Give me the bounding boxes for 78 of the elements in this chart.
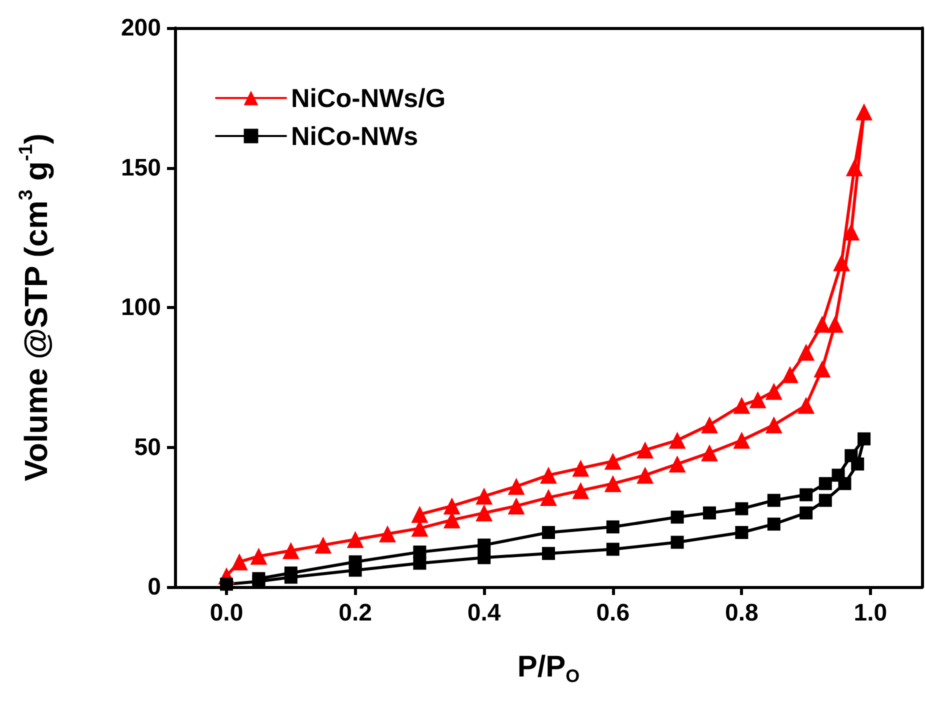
x-tick-label: 0.0 [210, 600, 244, 626]
point [846, 159, 863, 176]
point [765, 382, 782, 400]
point [314, 536, 332, 554]
point [282, 542, 300, 560]
point [749, 391, 766, 408]
point [668, 456, 686, 473]
point [700, 416, 718, 434]
point [476, 504, 493, 522]
point [733, 432, 750, 449]
point [540, 489, 557, 506]
point [702, 506, 716, 520]
point [250, 548, 268, 565]
point [636, 442, 654, 459]
point [606, 542, 620, 556]
legend-label: NiCo-NWs [291, 121, 418, 151]
point [798, 344, 815, 361]
point [733, 396, 750, 414]
point [800, 488, 813, 502]
y-tick-label: 50 [134, 434, 161, 461]
point [606, 520, 620, 534]
point [252, 572, 266, 586]
point [443, 497, 460, 514]
point [844, 449, 858, 462]
point [798, 396, 815, 414]
x-tick-label: 0.4 [467, 600, 502, 626]
point [735, 526, 748, 539]
y-tick-label: 150 [120, 154, 161, 182]
point [814, 316, 831, 333]
point [604, 452, 622, 470]
point [346, 530, 364, 548]
point [668, 432, 686, 449]
point [818, 494, 832, 507]
point [478, 551, 491, 564]
point [767, 518, 780, 531]
point [818, 477, 832, 490]
point [572, 460, 590, 477]
point [411, 506, 428, 523]
point [765, 416, 782, 434]
point [814, 360, 831, 378]
point [540, 466, 557, 484]
point [230, 553, 248, 570]
point [636, 466, 654, 484]
point [858, 432, 871, 446]
point [800, 506, 813, 520]
point [833, 254, 850, 272]
legend-label: NiCo-NWs/G [291, 83, 446, 113]
point [542, 546, 555, 560]
point [478, 538, 491, 552]
y-tick-label: 0 [148, 574, 161, 600]
point [781, 366, 798, 384]
point [572, 482, 590, 500]
point [735, 502, 748, 516]
x-tick-label: 0.2 [338, 600, 372, 626]
point [670, 536, 684, 549]
point [413, 546, 426, 559]
point [700, 444, 718, 462]
y-tick-label: 100 [120, 294, 161, 321]
point [826, 316, 844, 333]
point [767, 494, 780, 507]
y-axis-title: Volume @STP (cm3 g-1) [16, 133, 54, 482]
point [842, 224, 860, 241]
point [670, 510, 684, 524]
point [476, 488, 493, 505]
x-tick-label: 0.8 [725, 600, 758, 626]
point [604, 475, 622, 492]
point [379, 525, 396, 542]
point [508, 497, 525, 514]
point [856, 103, 873, 120]
point [832, 468, 845, 482]
point [220, 578, 234, 591]
y-tick-label: 200 [120, 14, 161, 42]
point [542, 526, 555, 539]
x-tick-label: 0.6 [596, 600, 630, 626]
point [508, 478, 525, 495]
point [348, 555, 362, 568]
point [284, 566, 298, 580]
x-tick-label: 1.0 [854, 600, 888, 626]
